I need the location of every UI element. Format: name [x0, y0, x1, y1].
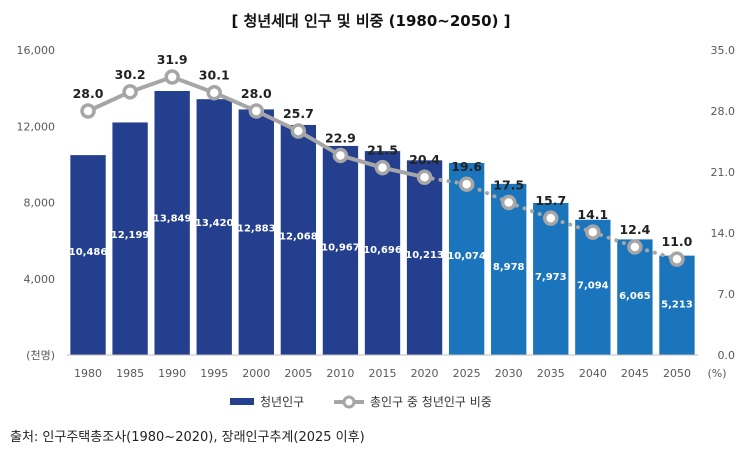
bar-value-2040: 7,094: [577, 281, 609, 292]
ratio-value-2050: 11.0: [662, 234, 693, 249]
y-left-tick: 12,000: [17, 120, 56, 133]
bar-value-2010: 10,967: [321, 242, 360, 253]
bar-2050: [659, 255, 695, 355]
bar-2005: [280, 124, 317, 355]
ratio-point-2020: [416, 169, 433, 185]
y-right-tick: 7.0: [718, 288, 736, 301]
ratio-value-2010: 22.9: [325, 130, 356, 145]
ratio-point-2035: [543, 210, 559, 226]
bar-1990: [154, 91, 190, 355]
bar-value-2000: 12,883: [237, 223, 276, 234]
ratio-point-2040: [585, 224, 601, 240]
ratio-value-2035: 15.7: [535, 193, 566, 208]
y-left-tick: (천명): [26, 348, 55, 362]
x-tick-2030: 2030: [495, 367, 523, 380]
legend-line-label: 총인구 중 청년인구 비중: [370, 395, 492, 409]
ratio-value-1990: 31.9: [157, 52, 188, 67]
ratio-value-2005: 25.7: [283, 106, 314, 121]
ratio-point-2025: [458, 176, 475, 192]
bar-value-1995: 13,420: [195, 218, 234, 229]
x-tick-1995: 1995: [200, 367, 228, 380]
bar-value-2045: 6,065: [619, 291, 651, 302]
y-right-tick: 35.0: [711, 44, 736, 57]
bar-value-2015: 10,696: [363, 245, 402, 256]
bar-value-2030: 8,978: [493, 262, 525, 273]
bar-value-2025: 10,074: [447, 251, 486, 262]
ratio-point-1990: [164, 69, 180, 85]
chart-title: [ 청년세대 인구 및 비중 (1980~2050) ]: [231, 12, 510, 30]
ratio-point-1985: [122, 84, 138, 100]
bar-2045: [617, 239, 653, 355]
y-left-tick: 8,000: [24, 197, 56, 210]
x-tick-2035: 2035: [537, 367, 565, 380]
ratio-point-2010: [332, 147, 349, 164]
bar-2040: [575, 219, 611, 355]
bar-value-2050: 5,213: [661, 299, 693, 310]
x-tick-2020: 2020: [411, 367, 439, 380]
y-right-tick: 14.0: [711, 227, 736, 240]
ratio-point-2050: [669, 251, 685, 267]
bar-value-2035: 7,973: [535, 272, 567, 283]
x-tick-2045: 2045: [621, 367, 649, 380]
y-left-tick: 4,000: [24, 273, 56, 286]
ratio-point-2015: [374, 159, 391, 176]
bar-2015: [364, 151, 401, 355]
ratio-point-1980: [80, 103, 96, 119]
ratio-value-1980: 28.0: [73, 86, 104, 101]
ratio-value-2030: 17.5: [493, 178, 524, 193]
legend: 청년인구 총인구 중 청년인구 비중: [230, 395, 492, 409]
ratio-value-1985: 30.2: [115, 67, 146, 82]
bar-1985: [112, 122, 148, 355]
x-tick-1980: 1980: [74, 367, 102, 380]
y-right-unit: (%): [707, 367, 726, 380]
ratio-value-1995: 30.1: [199, 68, 230, 83]
ratio-value-2025: 19.6: [451, 159, 482, 174]
ratio-value-2000: 28.0: [241, 86, 272, 101]
ratio-point-1995: [206, 84, 222, 101]
y-right-tick: 0.0: [718, 349, 736, 362]
y-left-tick: 16,000: [17, 44, 56, 57]
bar-2020: [406, 160, 443, 355]
ratio-point-2000: [248, 103, 265, 119]
legend-line-marker: [342, 395, 356, 409]
x-tick-2050: 2050: [663, 367, 691, 380]
x-tick-2040: 2040: [579, 367, 607, 380]
x-tick-1985: 1985: [116, 367, 144, 380]
ratio-value-2015: 21.5: [367, 143, 398, 158]
legend-bar-label: 청년인구: [260, 395, 304, 409]
source-note: 출처: 인구주택총조사(1980~2020), 장래인구추계(2025 이후): [10, 430, 365, 445]
bar-2025: [448, 162, 485, 355]
ratio-series: 28.0 30.2 31.9 30.1 28.0 25.7 22.9 21.5 20.4 19.6…: [73, 52, 693, 267]
x-tick-1990: 1990: [158, 367, 186, 380]
bar-1980: [70, 155, 106, 355]
bar-2035: [533, 203, 569, 355]
y-right-tick: 28.0: [711, 105, 736, 118]
bar-value-1985: 12,199: [111, 230, 150, 241]
ratio-point-2045: [627, 239, 643, 255]
ratio-point-2005: [290, 123, 307, 139]
legend-bar-swatch: [230, 398, 254, 405]
bar-1995: [196, 99, 232, 356]
bar-value-1980: 10,486: [69, 247, 108, 258]
x-tick-2005: 2005: [284, 367, 312, 380]
bar-value-2020: 10,213: [405, 250, 444, 261]
axes: (천명) 4,000 8,000 12,000 16,000 0.0 7.0 14.0 21.0…: [17, 44, 736, 380]
bar-2010: [322, 145, 359, 355]
x-tick-2015: 2015: [369, 367, 397, 380]
x-tick-2000: 2000: [242, 367, 270, 380]
bar-value-1990: 13,849: [153, 214, 192, 225]
bar-2000: [238, 109, 274, 355]
y-right-tick: 21.0: [711, 166, 736, 179]
ratio-point-2030: [500, 194, 517, 211]
x-tick-2010: 2010: [326, 367, 354, 380]
bar-value-2005: 12,068: [279, 231, 318, 242]
bar-2030: [491, 183, 527, 355]
ratio-value-2045: 12.4: [619, 222, 650, 237]
ratio-value-2040: 14.1: [577, 207, 608, 222]
x-tick-2025: 2025: [453, 367, 481, 380]
ratio-value-2020: 20.4: [409, 152, 440, 167]
